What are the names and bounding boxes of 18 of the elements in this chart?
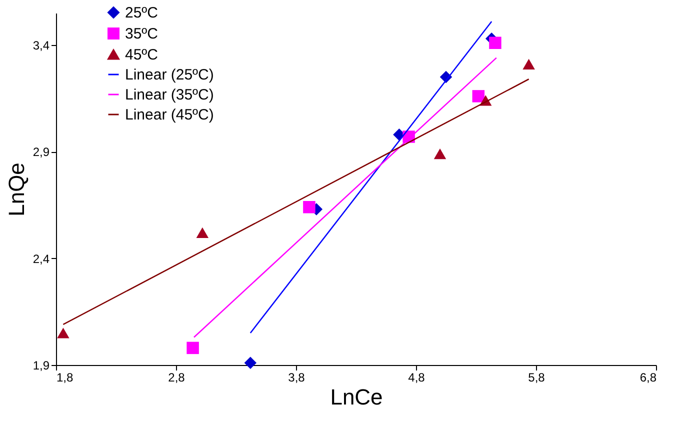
legend-label: Linear (45ºC) xyxy=(125,106,214,124)
y-tick-label: 2,4 xyxy=(32,252,50,266)
x-tick-label: 2,8 xyxy=(168,370,186,384)
legend-label: 25ºC xyxy=(125,4,158,22)
legend-label: Linear (25ºC) xyxy=(125,66,214,84)
x-tick-label: 3,8 xyxy=(288,370,306,384)
x-tick-label: 6,8 xyxy=(640,370,657,384)
x-tick-label: 1,8 xyxy=(56,370,74,384)
legend-label: Linear (35ºC) xyxy=(125,86,214,104)
legend-label: 35ºC xyxy=(125,26,158,42)
x-axis-title: LnCe xyxy=(330,384,383,410)
y-tick-label: 2,9 xyxy=(32,145,50,160)
y-tick-label: 3,4 xyxy=(32,38,50,52)
y-tick-label: 1,9 xyxy=(32,358,50,372)
x-tick-label: 4,8 xyxy=(408,370,426,384)
x-tick-label: 5,8 xyxy=(528,370,546,384)
y-axis-title: LnQe xyxy=(4,162,29,216)
legend-label: 45ºC xyxy=(125,46,158,64)
